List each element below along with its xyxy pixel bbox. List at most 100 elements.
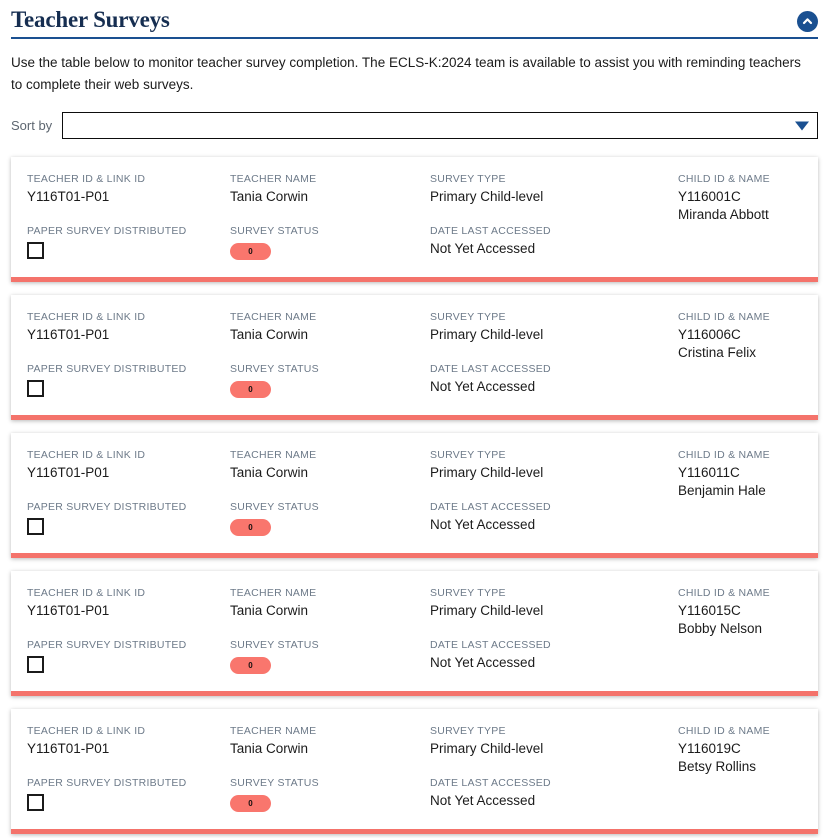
- card-status-bar: [11, 277, 818, 282]
- card-status-bar: [11, 415, 818, 420]
- survey-card: TEACHER ID & LINK ID Y116T01-P01 TEACHER N…: [11, 157, 818, 282]
- teacher-name-field: TEACHER NAME Tania Corwin: [230, 310, 430, 344]
- child-id-label: CHILD ID & NAME: [678, 725, 770, 737]
- child-name-value: Miranda Abbott: [678, 207, 769, 222]
- teacher-name-value: Tania Corwin: [230, 327, 309, 342]
- sort-control: Sort by: [11, 112, 818, 139]
- survey-status-field: SURVEY STATUS 0: [230, 500, 430, 536]
- survey-type-label: SURVEY TYPE: [430, 311, 506, 323]
- teacher-id-field: TEACHER ID & LINK ID Y116T01-P01: [27, 310, 230, 344]
- collapse-section-button[interactable]: [797, 11, 818, 32]
- paper-survey-checkbox[interactable]: [27, 518, 44, 535]
- survey-type-label: SURVEY TYPE: [430, 449, 506, 461]
- teacher-id-label: TEACHER ID & LINK ID: [27, 311, 146, 323]
- teacher-id-value: Y116T01-P01: [27, 465, 110, 480]
- child-id-value: Y116019C: [678, 741, 741, 756]
- child-name-value: Betsy Rollins: [678, 759, 757, 774]
- child-id-name-field: CHILD ID & NAME Y116006C Cristina Felix: [678, 310, 829, 362]
- survey-card: TEACHER ID & LINK ID Y116T01-P01 TEACHER N…: [11, 433, 818, 558]
- survey-status-label: SURVEY STATUS: [230, 501, 319, 513]
- sort-by-label: Sort by: [11, 118, 53, 133]
- child-id-name-field: CHILD ID & NAME Y116011C Benjamin Hale: [678, 448, 829, 500]
- date-last-accessed-field: DATE LAST ACCESSED Not Yet Accessed: [430, 224, 678, 258]
- survey-card: TEACHER ID & LINK ID Y116T01-P01 TEACHER N…: [11, 709, 818, 834]
- date-last-accessed-field: DATE LAST ACCESSED Not Yet Accessed: [430, 500, 678, 534]
- paper-survey-label: PAPER SURVEY DISTRIBUTED: [27, 363, 187, 375]
- date-last-accessed-value: Not Yet Accessed: [430, 655, 536, 670]
- date-last-accessed-label: DATE LAST ACCESSED: [430, 639, 551, 651]
- survey-status-field: SURVEY STATUS 0: [230, 362, 430, 398]
- survey-type-value: Primary Child-level: [430, 741, 544, 756]
- survey-type-label: SURVEY TYPE: [430, 587, 506, 599]
- survey-type-value: Primary Child-level: [430, 603, 544, 618]
- survey-status-field: SURVEY STATUS 0: [230, 224, 430, 260]
- teacher-name-value: Tania Corwin: [230, 465, 309, 480]
- teacher-name-field: TEACHER NAME Tania Corwin: [230, 724, 430, 758]
- paper-survey-field: PAPER SURVEY DISTRIBUTED: [27, 224, 230, 259]
- survey-type-value: Primary Child-level: [430, 465, 544, 480]
- page-header: Teacher Surveys: [11, 0, 818, 37]
- child-id-name-field: CHILD ID & NAME Y116019C Betsy Rollins: [678, 724, 829, 776]
- paper-survey-checkbox[interactable]: [27, 656, 44, 673]
- paper-survey-field: PAPER SURVEY DISTRIBUTED: [27, 638, 230, 673]
- child-id-value: Y116006C: [678, 327, 741, 342]
- teacher-id-label: TEACHER ID & LINK ID: [27, 449, 146, 461]
- teacher-name-label: TEACHER NAME: [230, 449, 317, 461]
- teacher-name-label: TEACHER NAME: [230, 173, 317, 185]
- paper-survey-label: PAPER SURVEY DISTRIBUTED: [27, 639, 187, 651]
- paper-survey-checkbox[interactable]: [27, 242, 44, 259]
- paper-survey-checkbox[interactable]: [27, 794, 44, 811]
- child-id-label: CHILD ID & NAME: [678, 311, 770, 323]
- teacher-name-value: Tania Corwin: [230, 741, 309, 756]
- survey-type-field: SURVEY TYPE Primary Child-level: [430, 724, 678, 758]
- date-last-accessed-value: Not Yet Accessed: [430, 517, 536, 532]
- date-last-accessed-label: DATE LAST ACCESSED: [430, 225, 551, 237]
- teacher-name-value: Tania Corwin: [230, 603, 309, 618]
- date-last-accessed-field: DATE LAST ACCESSED Not Yet Accessed: [430, 638, 678, 672]
- date-last-accessed-value: Not Yet Accessed: [430, 379, 536, 394]
- title-divider: [11, 37, 818, 39]
- survey-type-field: SURVEY TYPE Primary Child-level: [430, 586, 678, 620]
- teacher-name-label: TEACHER NAME: [230, 587, 317, 599]
- teacher-name-field: TEACHER NAME Tania Corwin: [230, 448, 430, 482]
- teacher-id-field: TEACHER ID & LINK ID Y116T01-P01: [27, 448, 230, 482]
- child-id-label: CHILD ID & NAME: [678, 449, 770, 461]
- survey-status-label: SURVEY STATUS: [230, 225, 319, 237]
- teacher-id-field: TEACHER ID & LINK ID Y116T01-P01: [27, 724, 230, 758]
- teacher-id-label: TEACHER ID & LINK ID: [27, 587, 146, 599]
- teacher-id-field: TEACHER ID & LINK ID Y116T01-P01: [27, 172, 230, 206]
- child-id-value: Y116011C: [678, 465, 740, 480]
- teacher-name-value: Tania Corwin: [230, 189, 309, 204]
- date-last-accessed-label: DATE LAST ACCESSED: [430, 363, 551, 375]
- paper-survey-label: PAPER SURVEY DISTRIBUTED: [27, 501, 187, 513]
- date-last-accessed-field: DATE LAST ACCESSED Not Yet Accessed: [430, 776, 678, 810]
- survey-card: TEACHER ID & LINK ID Y116T01-P01 TEACHER N…: [11, 295, 818, 420]
- status-badge: 0: [230, 795, 271, 812]
- child-id-name-field: CHILD ID & NAME Y116001C Miranda Abbott: [678, 172, 829, 224]
- card-status-bar: [11, 829, 818, 834]
- survey-type-field: SURVEY TYPE Primary Child-level: [430, 172, 678, 206]
- teacher-id-field: TEACHER ID & LINK ID Y116T01-P01: [27, 586, 230, 620]
- child-name-value: Cristina Felix: [678, 345, 757, 360]
- survey-status-label: SURVEY STATUS: [230, 639, 319, 651]
- chevron-down-icon[interactable]: [795, 121, 809, 130]
- survey-type-label: SURVEY TYPE: [430, 173, 506, 185]
- survey-card: TEACHER ID & LINK ID Y116T01-P01 TEACHER N…: [11, 571, 818, 696]
- teacher-id-value: Y116T01-P01: [27, 741, 110, 756]
- sort-by-select[interactable]: [62, 112, 818, 139]
- page-title: Teacher Surveys: [11, 7, 170, 32]
- teacher-id-value: Y116T01-P01: [27, 327, 110, 342]
- card-status-bar: [11, 691, 818, 696]
- paper-survey-field: PAPER SURVEY DISTRIBUTED: [27, 500, 230, 535]
- date-last-accessed-value: Not Yet Accessed: [430, 793, 536, 808]
- child-id-label: CHILD ID & NAME: [678, 587, 770, 599]
- survey-status-label: SURVEY STATUS: [230, 777, 319, 789]
- teacher-id-value: Y116T01-P01: [27, 189, 110, 204]
- paper-survey-checkbox[interactable]: [27, 380, 44, 397]
- survey-status-field: SURVEY STATUS 0: [230, 638, 430, 674]
- child-id-name-field: CHILD ID & NAME Y116015C Bobby Nelson: [678, 586, 829, 638]
- teacher-id-label: TEACHER ID & LINK ID: [27, 725, 146, 737]
- chevron-up-icon: [801, 15, 814, 28]
- survey-type-field: SURVEY TYPE Primary Child-level: [430, 310, 678, 344]
